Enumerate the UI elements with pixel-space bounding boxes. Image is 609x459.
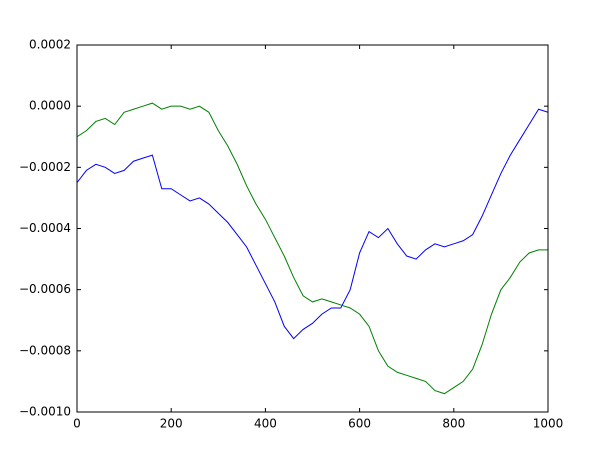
x-tick-label: 200 [160, 417, 183, 431]
x-tick-label: 1000 [533, 417, 564, 431]
y-tick-label: −0.0010 [19, 405, 71, 419]
y-tick-label: −0.0008 [19, 343, 71, 357]
data-line [76, 108, 549, 340]
x-tick-label: 800 [442, 417, 465, 431]
data-line [76, 102, 548, 395]
x-tick-label: 0 [73, 417, 81, 431]
y-tick-label: −0.0006 [19, 282, 71, 296]
x-tick-label: 400 [254, 417, 277, 431]
y-tick-label: 0.0002 [29, 38, 71, 52]
y-tick-label: 0.0000 [29, 99, 71, 113]
x-tick-label: 600 [348, 417, 371, 431]
y-tick-label: −0.0004 [19, 221, 71, 235]
y-tick-label: −0.0002 [19, 160, 71, 174]
